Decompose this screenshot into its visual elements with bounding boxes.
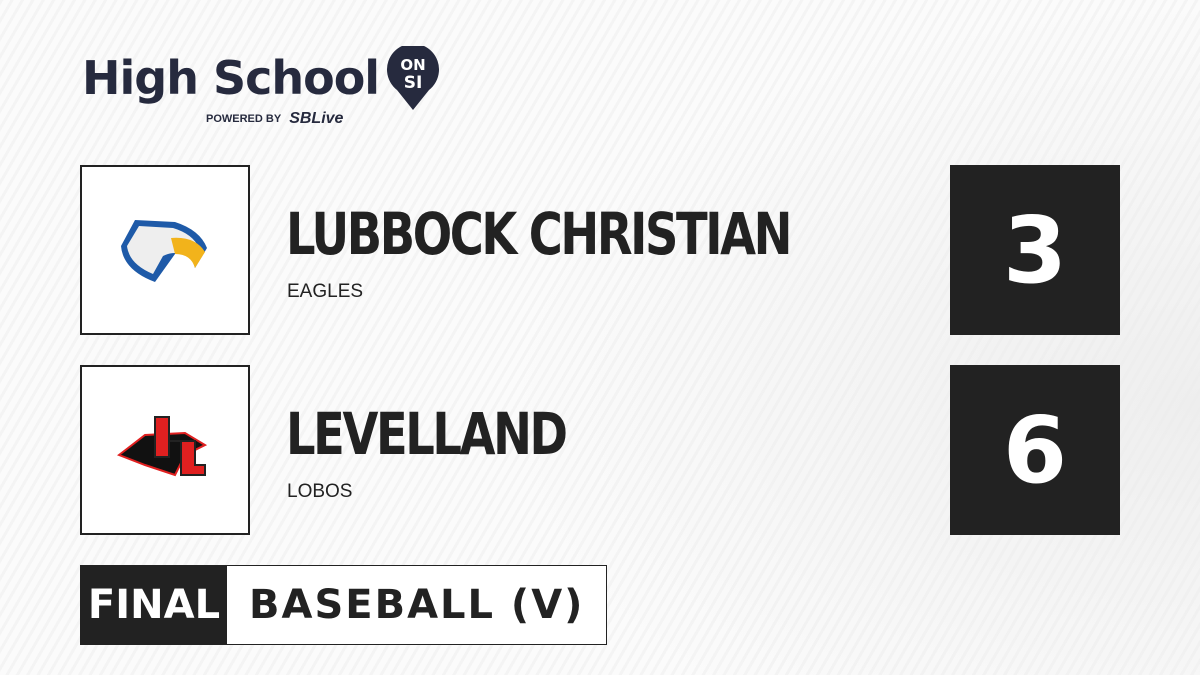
team-name: LEVELLAND (286, 400, 568, 468)
sblive-logo: SBLive (289, 110, 344, 127)
sport-label: BASEBALL (V) (249, 582, 585, 628)
powered-by-label: POWERED BY (206, 113, 282, 125)
powered-by: POWERED BY SBLive (206, 110, 343, 128)
game-info-bar: FINAL BASEBALL (V) (80, 565, 608, 645)
pin-text-top: ON (400, 56, 425, 74)
pin-text-bottom: SI (404, 73, 423, 93)
pin-icon: ON SI (387, 43, 440, 110)
wolf-ll-logo-icon (116, 416, 208, 477)
team-name: LUBBOCK CHRISTIAN (286, 200, 792, 268)
team-logo-box (80, 365, 250, 535)
team-score: 6 (950, 365, 1120, 535)
team-logo-box (80, 165, 250, 335)
eagle-logo-icon (121, 220, 207, 282)
team-mascot: EAGLES (287, 281, 364, 302)
team-score: 3 (950, 165, 1120, 335)
background-pattern (500, 0, 1200, 675)
high-school-on-si-logo: High School ON SI (82, 43, 440, 110)
team-mascot: LOBOS (287, 481, 353, 502)
game-status: FINAL (81, 566, 227, 644)
brand-title: High School (82, 51, 380, 105)
